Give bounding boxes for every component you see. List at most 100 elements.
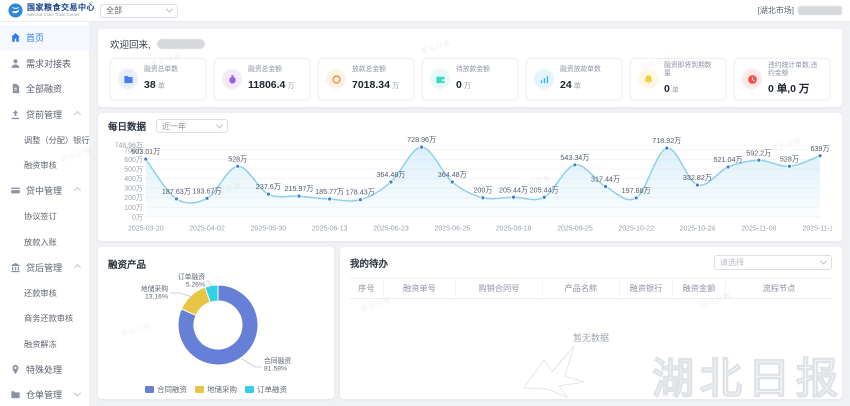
stat-label: 违约统计单数,违约金额 xyxy=(768,62,818,77)
financing-products-donut-chart: 合同融资 81.58% 地储采购 13.16% 订单融资 5.26% xyxy=(108,272,324,384)
stat-unit: 万 xyxy=(287,82,295,90)
chart-data-point xyxy=(756,157,762,163)
sidebar-item-all-financing[interactable]: 全部融资 xyxy=(0,76,89,102)
market-filter-select[interactable]: 全部 xyxy=(100,3,178,18)
main-content: 欢迎回来, 融资总单数 38 单融资总金额 11806.4 万放款总金额 7018.34 万… xyxy=(90,22,850,406)
chart-data-point xyxy=(327,196,333,202)
donut-slice-1 xyxy=(177,284,259,366)
chevron-down-icon xyxy=(819,257,828,265)
sidebar-item-home[interactable]: 首页 xyxy=(0,25,89,51)
donut-slice-label: 订单融资 5.26% xyxy=(178,273,205,289)
date-range-select[interactable]: 近一年 xyxy=(156,119,229,133)
daily-line-chart: 0万 100万 200万 300万 400万 500万 600万 700万 748.96万 202… xyxy=(108,135,838,240)
data-point-label: 592.2万 xyxy=(746,149,771,157)
stats-row: 融资总单数 38 单融资总金额 11806.4 万放款总金额 7018.34 万待放款金额 0… xyxy=(110,58,830,100)
stat-value: 0 单,0 万 xyxy=(768,82,810,95)
data-point-label: 364.48万 xyxy=(376,171,405,179)
chevron-down-icon xyxy=(215,121,224,129)
stat-label: 融资放款单数 xyxy=(560,66,601,74)
sidebar-item-repayment-review[interactable]: 还款审核 xyxy=(0,280,89,306)
stat-card-financing-expiring-count: 融资即将到期数量 0 单 xyxy=(630,58,726,100)
stat-value: 38 xyxy=(144,78,156,91)
todo-column-header: 融资单号 xyxy=(384,279,457,298)
sidebar-item-financing-review[interactable]: 融资审核 xyxy=(0,153,89,179)
money-bag-icon xyxy=(222,69,242,89)
sidebar-item-warehouse-receipt-mgmt[interactable]: 仓单管理 xyxy=(0,382,89,406)
sidebar-item-label: 贷后管理 xyxy=(26,262,63,273)
chart-data-point xyxy=(695,182,700,188)
legend-label: 合同融资 xyxy=(157,385,187,394)
chart-data-point xyxy=(143,156,149,162)
x-tick-label: 2025-06-25 xyxy=(435,226,471,233)
data-point-label: 364.48万 xyxy=(438,171,467,179)
y-tick-label: 300万 xyxy=(124,185,143,193)
stat-card-financing-disbursed-orders: 融资放款单数 24 单 xyxy=(526,58,622,100)
label-leader-line xyxy=(170,292,193,298)
stat-unit: 单 xyxy=(157,82,165,90)
data-point-label: 237.6万 xyxy=(256,183,281,191)
x-tick-label: 2025-11-18 xyxy=(803,226,832,233)
legend-swatch xyxy=(245,386,254,393)
todo-filter-select[interactable]: 请选择 xyxy=(714,255,832,270)
sidebar-item-special-handling[interactable]: 特殊处理 xyxy=(0,357,89,383)
todo-title: 我的待办 xyxy=(350,258,389,270)
sidebar-item-loan-disbursement-entry[interactable]: 放款入账 xyxy=(0,229,89,255)
data-point-label: 543.34万 xyxy=(560,154,589,162)
stat-card-default-statistics: 违约统计单数,违约金额 0 单,0 万 xyxy=(734,58,830,100)
sidebar-item-label: 调整（分配）银行 xyxy=(24,135,90,145)
data-point-label: 187.63万 xyxy=(162,188,191,196)
sidebar-item-adjust-assign-bank[interactable]: 调整（分配）银行 xyxy=(0,127,90,153)
sidebar-item-financing-unfreeze[interactable]: 融资解冻 xyxy=(0,331,89,357)
label-leader-line xyxy=(241,358,262,368)
chart-data-point xyxy=(174,196,179,202)
donut-slice-label: 地储采购 13.16% xyxy=(141,284,168,301)
logo-title: 国家粮食交易中心 xyxy=(27,2,95,12)
wallet-icon xyxy=(430,69,450,89)
sidebar-item-label: 贷前管理 xyxy=(26,109,63,120)
sidebar-item-in-loan-mgmt[interactable]: 贷中管理 xyxy=(0,178,89,204)
todo-filter-placeholder: 请选择 xyxy=(720,258,744,267)
financing-products-panel: 融资产品 合同融资 81.58% 地储采购 13.16% 订单融资 5.26% 合同融资 地… xyxy=(98,247,334,399)
date-range-value: 近一年 xyxy=(162,121,187,131)
sidebar-item-label: 融资解冻 xyxy=(24,339,57,349)
data-point-label: 185.77万 xyxy=(315,188,344,196)
stat-card-financing-total-amount: 融资总金额 11806.4 万 xyxy=(214,58,310,100)
app-logo: 国家粮食交易中心 National Grain Trade Center xyxy=(8,2,95,18)
sidebar-item-post-loan-mgmt[interactable]: 贷后管理 xyxy=(0,255,89,281)
chart-data-point xyxy=(235,163,241,169)
chart-data-point xyxy=(787,163,792,169)
legend-label: 地储采购 xyxy=(207,385,237,394)
daily-data-title: 每日数据 xyxy=(108,122,147,133)
sidebar-item-label: 首页 xyxy=(26,33,45,44)
legend-item-1[interactable]: 合同融资 xyxy=(145,384,187,395)
coin-icon xyxy=(326,69,346,89)
chevron-down-icon xyxy=(73,389,82,397)
legend-item-2[interactable]: 地储采购 xyxy=(195,384,237,395)
todo-table-header: 序号 融资单号 购销合同号 产品名称 融资银行 融资金额 流程节点 xyxy=(350,279,832,299)
legend-swatch xyxy=(195,386,204,393)
stat-value: 11806.4 xyxy=(248,78,286,91)
folder-icon xyxy=(10,389,21,400)
card-icon xyxy=(10,185,21,196)
sidebar-item-label: 商务还款审核 xyxy=(24,314,74,324)
clock-icon xyxy=(742,69,762,89)
y-tick-label: 0万 xyxy=(132,213,143,221)
chart-data-point xyxy=(725,164,731,170)
y-tick-label: 100万 xyxy=(124,204,143,212)
chevron-up-icon xyxy=(73,263,82,271)
x-tick-label: 2025-06-23 xyxy=(373,226,409,233)
chevron-up-icon xyxy=(73,187,82,195)
donut-legend: 合同融资 地储采购 订单融资 xyxy=(108,384,324,395)
sidebar-item-agreement-signing[interactable]: 协议签订 xyxy=(0,204,89,230)
stat-value: 7018.34 xyxy=(352,78,390,91)
sidebar-item-business-repayment-review[interactable]: 商务还款审核 xyxy=(0,306,89,332)
sidebar-item-pre-loan-mgmt[interactable]: 贷前管理 xyxy=(0,102,89,128)
chart-data-point xyxy=(388,179,394,185)
y-tick-label: 200万 xyxy=(124,194,143,202)
chart-data-point xyxy=(664,145,670,151)
chart-data-point xyxy=(266,191,271,197)
legend-item-3[interactable]: 订单融资 xyxy=(245,384,287,395)
sidebar-item-label: 需求对接表 xyxy=(26,58,72,69)
sidebar-item-demand-dock-list[interactable]: 需求对接表 xyxy=(0,51,89,77)
market-filter-value: 全部 xyxy=(106,6,122,15)
